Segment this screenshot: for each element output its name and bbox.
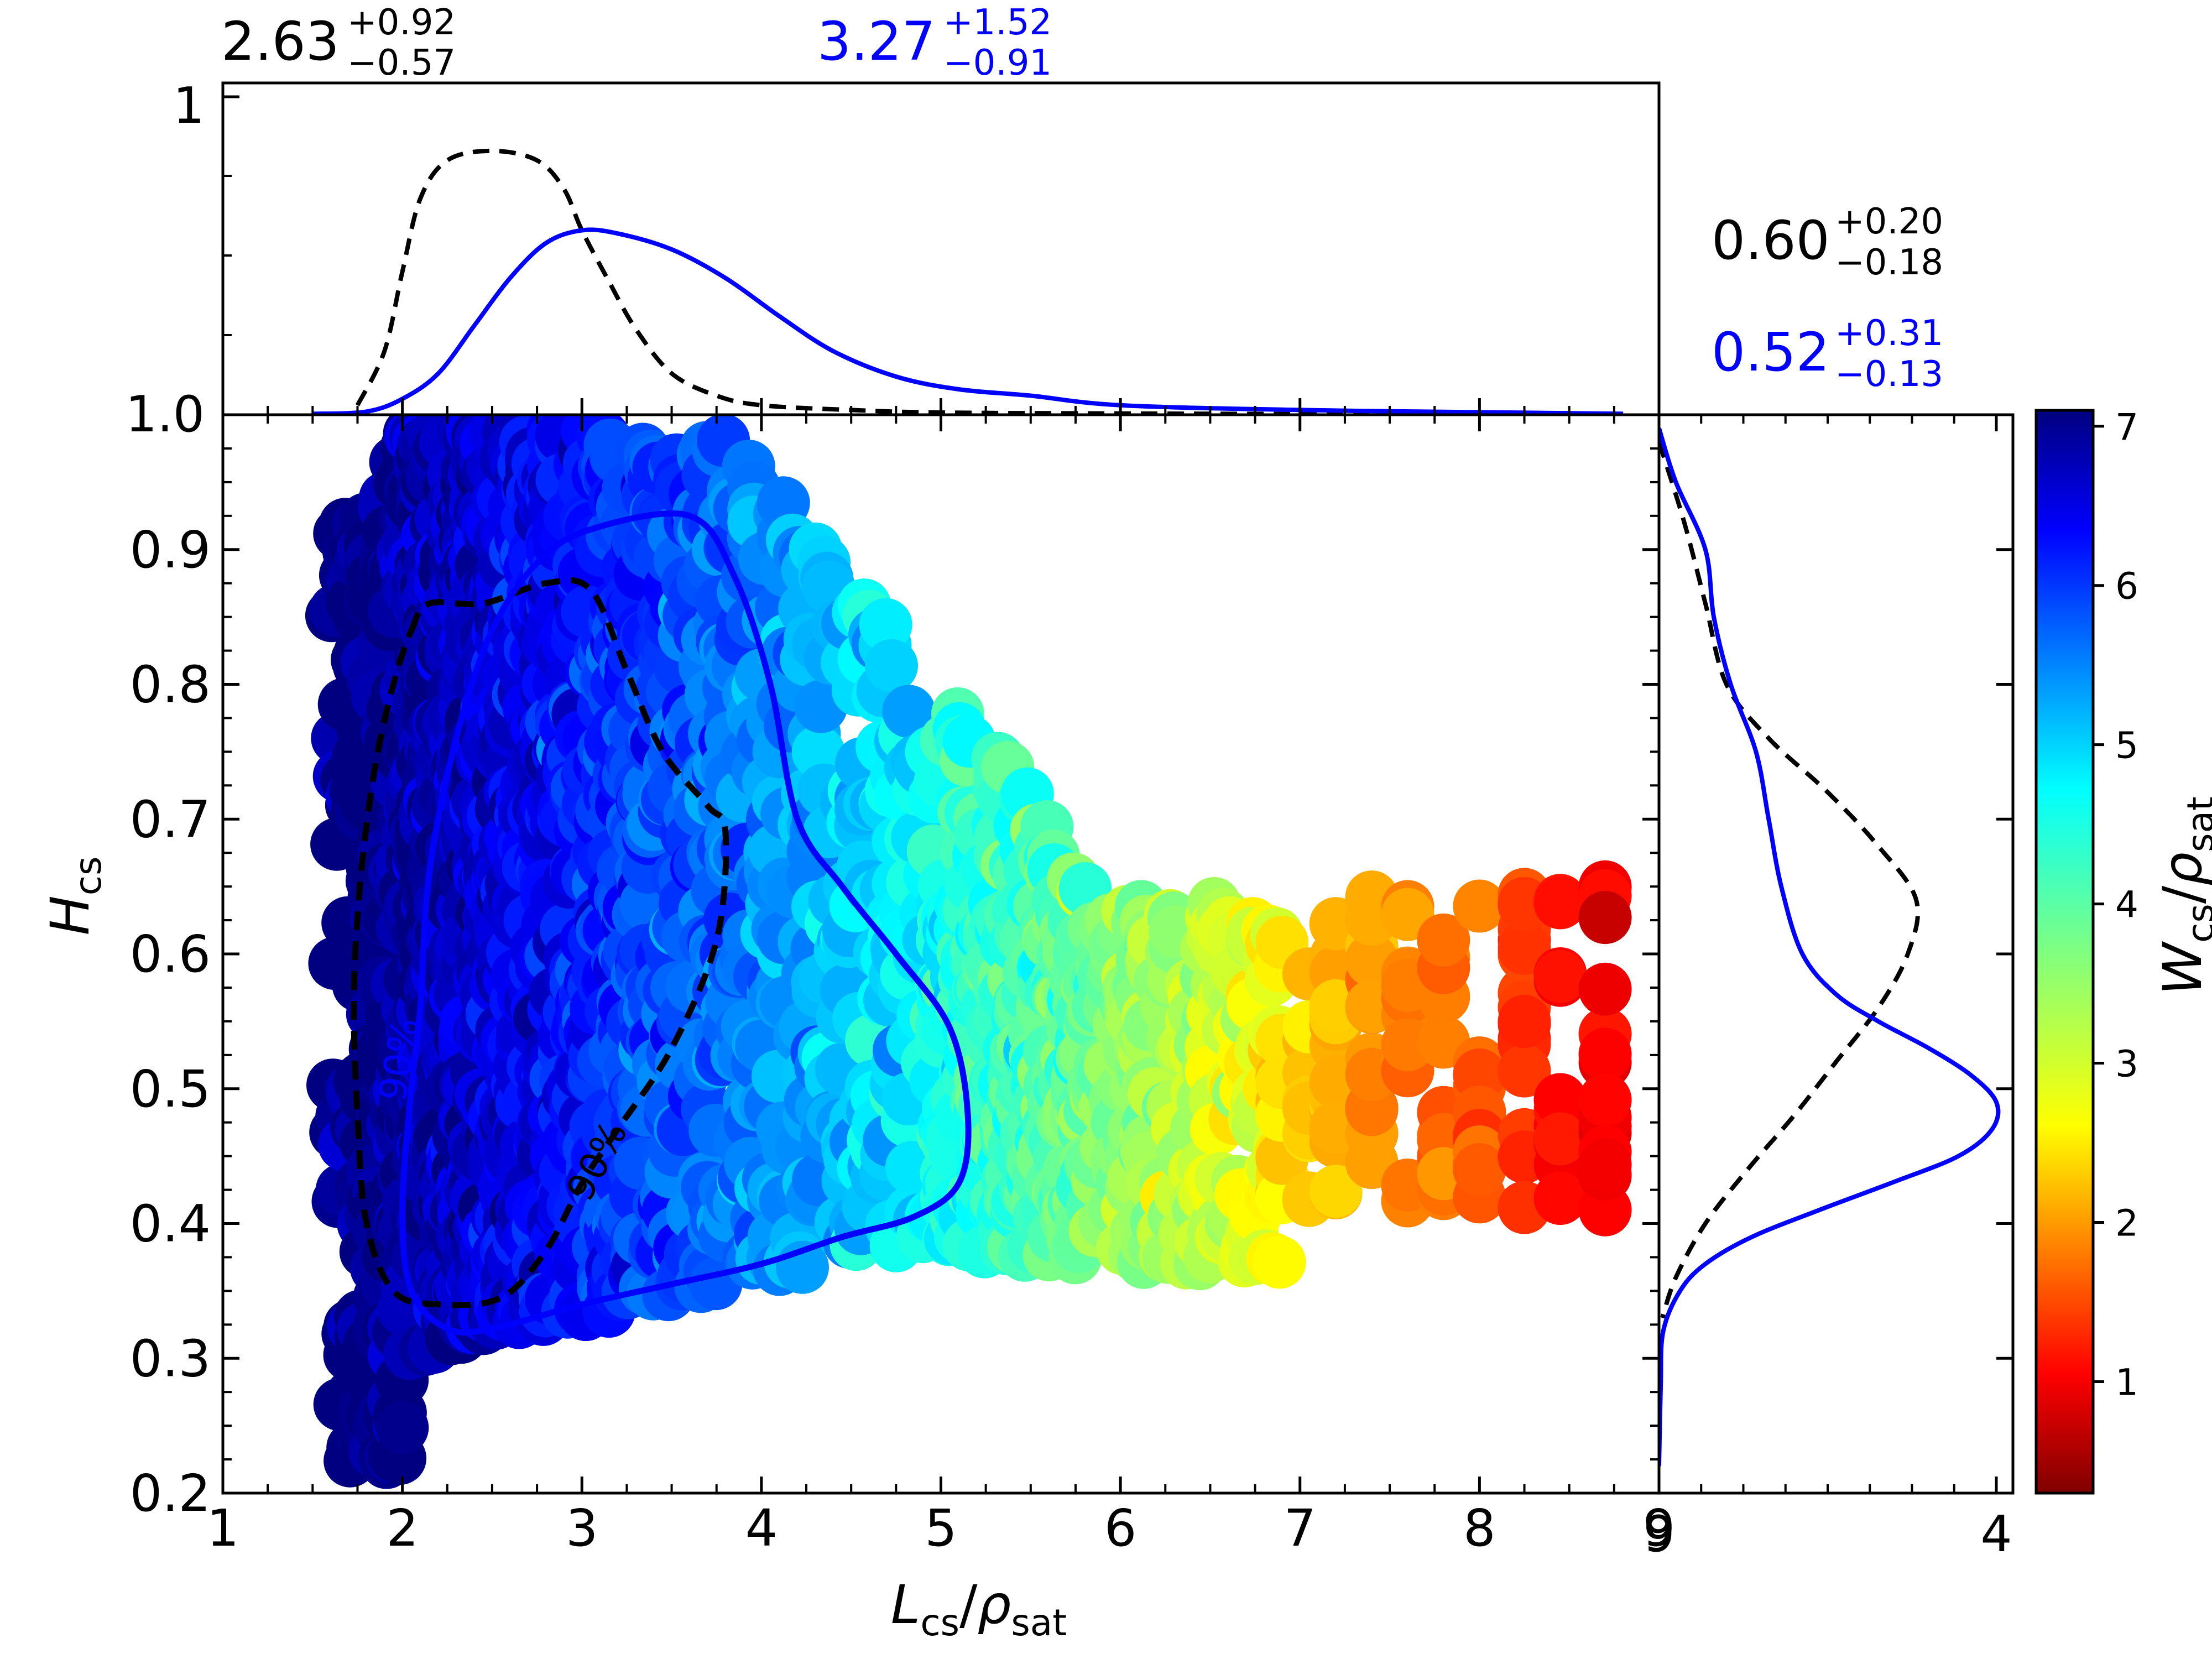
stat-black-x: 2.63 [221, 11, 340, 72]
y-tick-label: 0.6 [130, 925, 211, 984]
x-tick-label: 6 [1104, 1499, 1137, 1558]
contour-black-90 [351, 577, 729, 1308]
stat-black-y: 0.60 [1712, 210, 1830, 272]
stat-blue-x: 3.27 [817, 11, 936, 72]
y-tick-label: 0.8 [130, 655, 211, 714]
scatter-point [1417, 913, 1470, 967]
top-marginal-panel: 1 1.0 2.63 +0.92 −0.57 3.27 +1.52 −0.91 [126, 2, 1661, 444]
colorbar-label: Wcs/ρsat [2152, 796, 2212, 995]
y-axis-label: Hcs [39, 857, 109, 936]
scatter-point [865, 639, 918, 692]
stat-black-y-plus: +0.20 [1835, 201, 1943, 242]
x-tick-label: 7 [1284, 1499, 1316, 1558]
scatter-point [1253, 1235, 1306, 1289]
top-marginal-black-curve [355, 148, 1569, 415]
colorbar-gradient [2034, 409, 2095, 1495]
stat-blue-x-minus: −0.91 [943, 43, 1052, 84]
scatter-point [1533, 876, 1587, 930]
colorbar-tick-label: 2 [2115, 1202, 2138, 1245]
right-marginal-panel: 9 4 0.60 +0.20 −0.18 0.52 +0.31 −0.13 [1643, 201, 2015, 1563]
main-y-axis-ticks: 0.2 0.3 0.4 0.5 0.6 0.7 0.8 0.9 [130, 413, 1659, 1523]
scatter-point [1533, 1172, 1587, 1225]
x-tick-label: 9 [1643, 1499, 1676, 1558]
scatter-point [1578, 1027, 1632, 1081]
contour-blue-90 [399, 510, 972, 1336]
scatter-point [1498, 995, 1551, 1048]
x-tick-label: 4 [745, 1499, 778, 1558]
x-tick-label: 2 [386, 1499, 419, 1558]
scatter-point [1578, 1073, 1632, 1126]
scatter-point [1453, 879, 1506, 933]
colorbar-tick-label: 5 [2115, 724, 2138, 767]
right-marginal-black-curve [1659, 441, 1921, 1319]
top-marginal-frame [221, 81, 1661, 416]
colorbar-ticks: 1 2 3 4 5 6 7 [2093, 406, 2138, 1404]
colorbar: 1 2 3 4 5 6 7 Wcs/ρsat [2034, 406, 2212, 1495]
stat-blue-y-minus: −0.13 [1835, 354, 1943, 395]
stat-black-y-minus: −0.18 [1835, 242, 1943, 283]
right-marginal-frame [1657, 413, 2015, 1495]
scatter-point [1533, 1112, 1587, 1166]
main-x-axis-ticks: 1 2 3 4 5 6 7 8 9 [207, 415, 1676, 1558]
scatter-point [1533, 950, 1587, 1003]
y-tick-label: 0.5 [130, 1060, 211, 1119]
right-marginal-xtick-left: 9 [1643, 1505, 1674, 1563]
stat-blue-y: 0.52 [1712, 321, 1830, 383]
scatter-point [1578, 962, 1632, 1016]
scatter-point [1578, 891, 1632, 945]
scatter-point [882, 685, 936, 738]
scatter-point [859, 598, 912, 651]
x-tick-label: 3 [566, 1499, 598, 1558]
colorbar-tick-label: 6 [2115, 565, 2138, 608]
scatter-point [1309, 1165, 1363, 1218]
scatter-point [1498, 1044, 1551, 1098]
right-marginal-xtick-right: 4 [1980, 1505, 2012, 1563]
stat-blue-x-plus: +1.52 [943, 2, 1052, 43]
top-marginal-blue-curve [312, 227, 1624, 415]
x-tick-label: 1 [207, 1499, 239, 1558]
top-marginal-ticks [221, 95, 1661, 416]
stat-blue-y-plus: +0.31 [1835, 313, 1943, 354]
right-marginal-blue-curve [1659, 427, 2001, 1467]
colorbar-tick-label: 1 [2115, 1361, 2138, 1404]
right-marginal-ticks [1657, 413, 2013, 1495]
y-tick-label: 0.3 [130, 1329, 211, 1388]
y-tick-label: 0.4 [130, 1194, 211, 1254]
stat-black-x-minus: −0.57 [347, 43, 456, 84]
y-tick-label: 0.9 [130, 520, 211, 580]
x-tick-label: 5 [925, 1499, 957, 1558]
scatter-point [1453, 1143, 1506, 1196]
colorbar-tick-label: 3 [2115, 1043, 2138, 1086]
scatter-point [1533, 1073, 1587, 1126]
x-axis-label: Lcs/ρsat [891, 1574, 1067, 1644]
top-marginal-ytick-top: 1 [173, 77, 205, 135]
scatter-points [305, 415, 1632, 1489]
y-tick-label: 0.2 [130, 1464, 211, 1523]
colorbar-tick-label: 7 [2115, 406, 2138, 448]
scatter-point [375, 1401, 429, 1454]
x-tick-label: 8 [1463, 1499, 1496, 1558]
scatter-point [1578, 1138, 1632, 1192]
colorbar-tick-label: 4 [2115, 884, 2138, 926]
y-tick-label: 0.7 [130, 790, 211, 849]
top-marginal-ytick-bottom: 1.0 [126, 385, 205, 444]
scatter-point [1453, 1048, 1506, 1102]
stat-black-x-plus: +0.92 [347, 2, 456, 43]
